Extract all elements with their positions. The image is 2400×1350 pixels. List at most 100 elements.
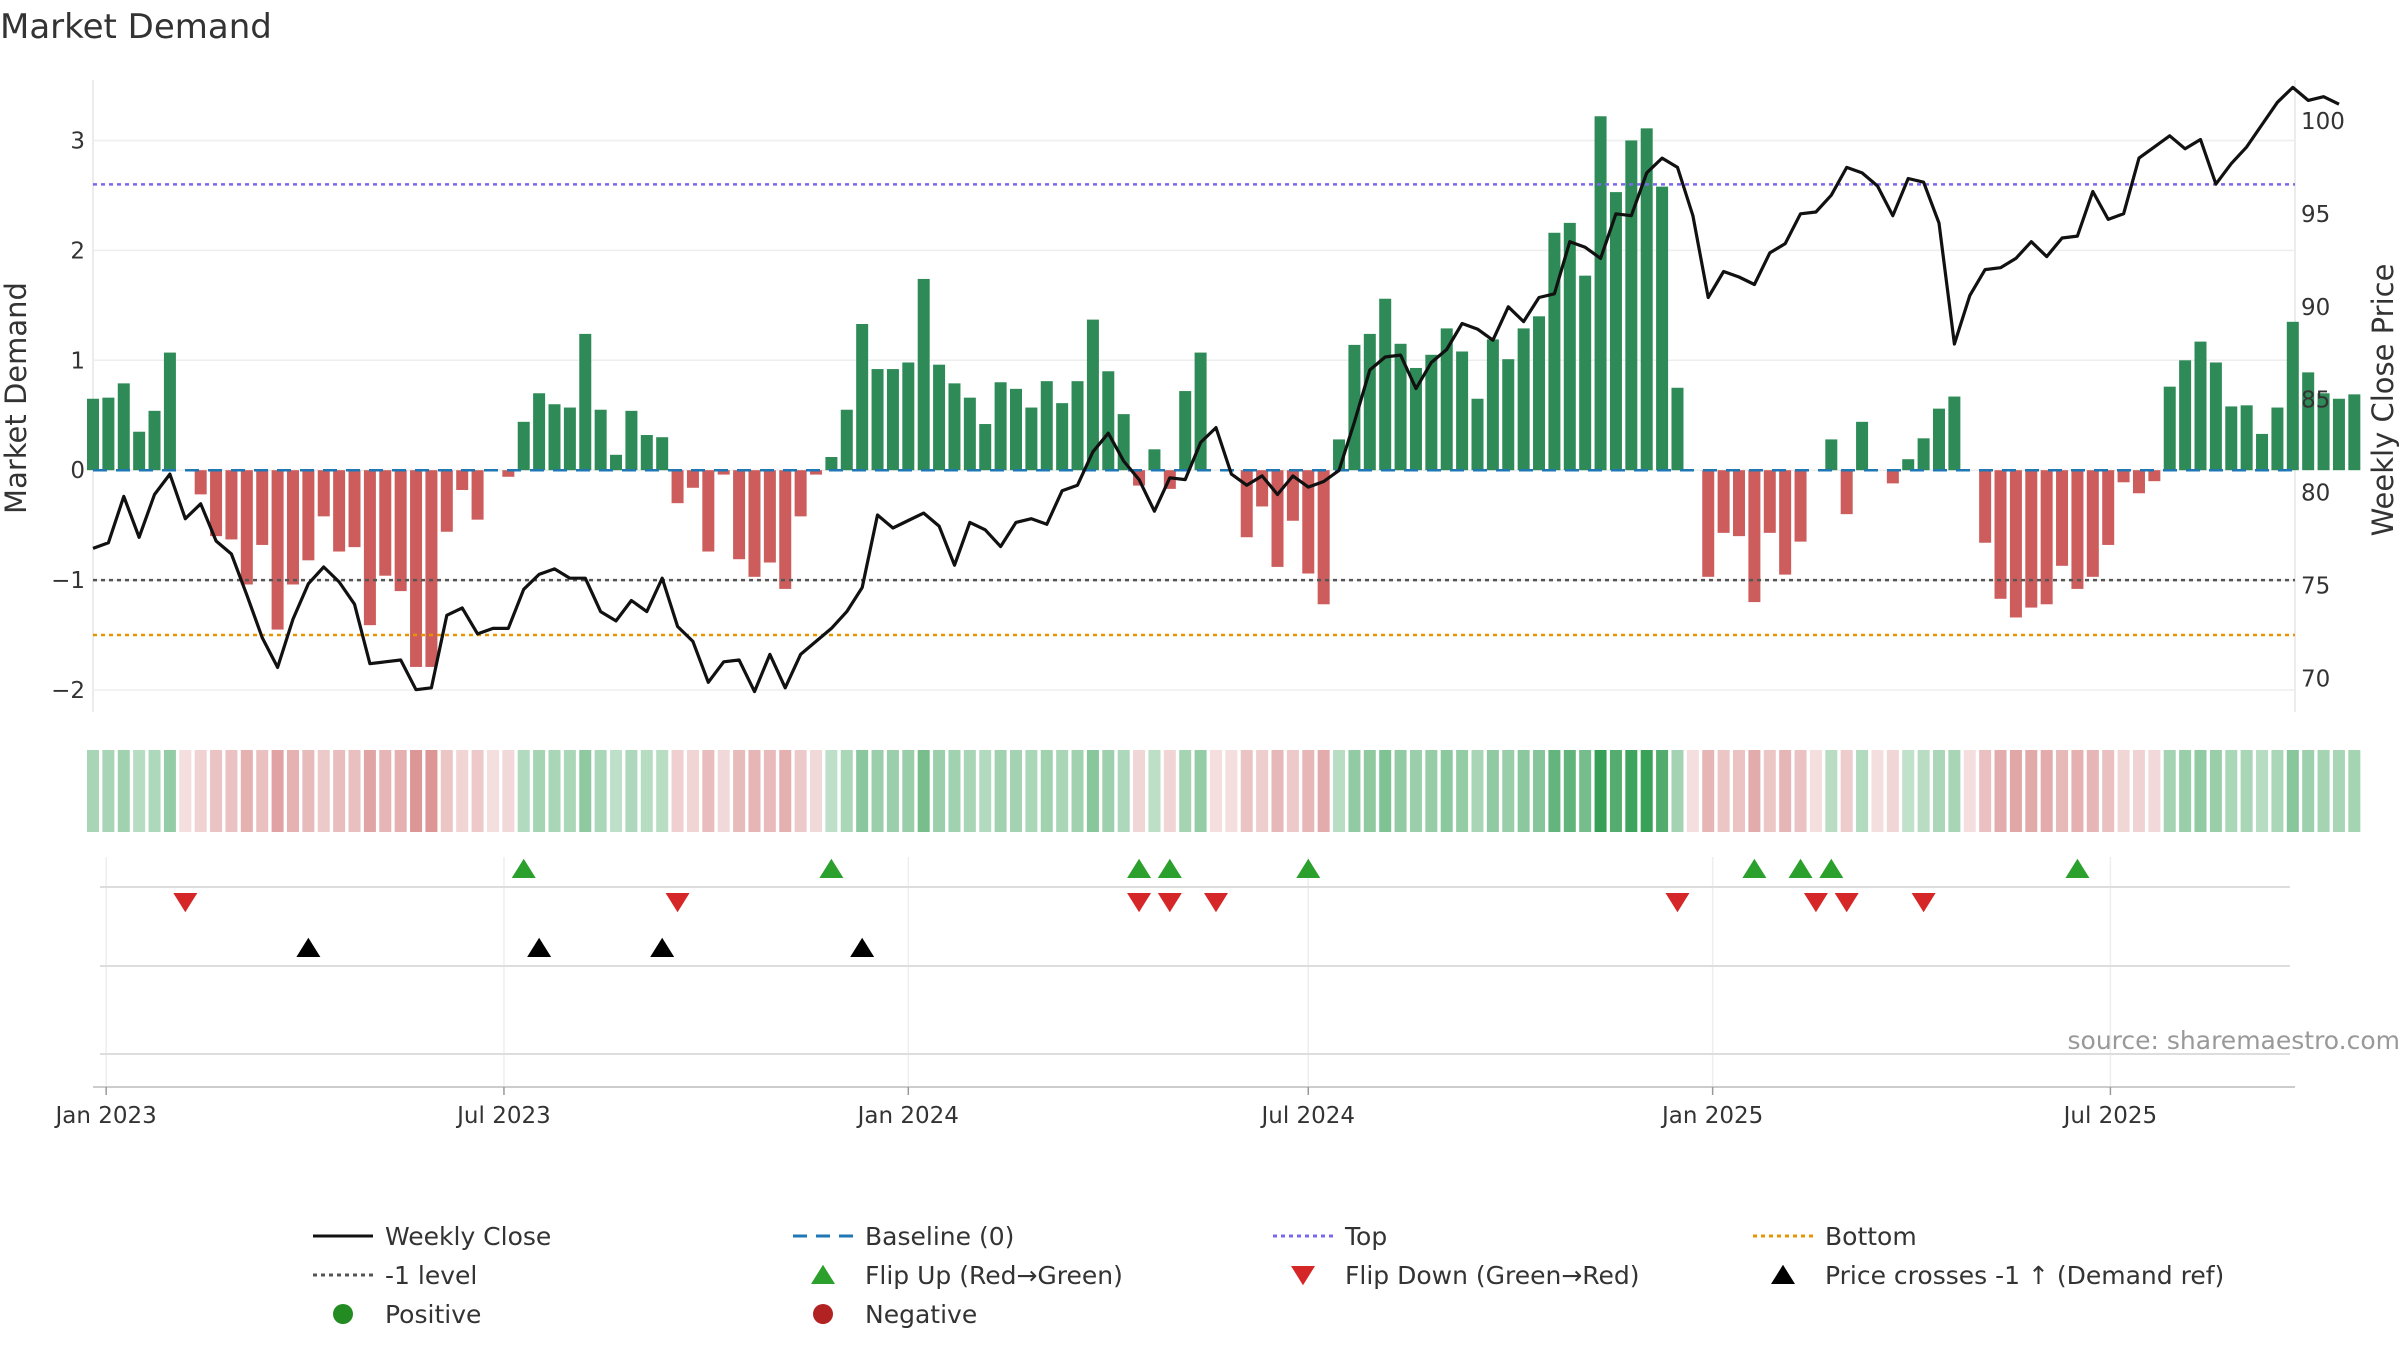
negative-bar [1748, 470, 1761, 603]
x-tick-label: Jul 2024 [1259, 1103, 1355, 1129]
heat-cell [1148, 750, 1161, 832]
heat-cell [656, 750, 669, 832]
negative-bar [410, 470, 423, 667]
heat-cell [933, 750, 946, 832]
negative-bar [333, 470, 346, 552]
negative-bar [2102, 470, 2115, 545]
heat-cell [1225, 750, 1238, 832]
legend-item: Bottom [1753, 1222, 1917, 1251]
demand-bars [87, 116, 2361, 667]
legend-label: Price crosses -1 ↑ (Demand ref) [1825, 1261, 2224, 1290]
positive-bar [1040, 381, 1053, 471]
positive-bar [1333, 439, 1346, 471]
heat-cell [1209, 750, 1222, 832]
heat-cell [486, 750, 499, 832]
positive-bar [1086, 319, 1099, 471]
heat-cell [994, 750, 1007, 832]
heat-cell [1025, 750, 1038, 832]
heat-cell [410, 750, 423, 832]
positive-bar [1902, 459, 1915, 471]
heat-cell [333, 750, 346, 832]
negative-bar [225, 470, 238, 540]
legend-item: -1 level [313, 1261, 477, 1290]
positive-bar [856, 324, 869, 471]
heat-cell [1179, 750, 1192, 832]
positive-bar [1194, 352, 1207, 471]
positive-bar [1502, 359, 1515, 471]
positive-bar [117, 383, 130, 471]
heat-cell [1979, 750, 1992, 832]
positive-bar [1102, 371, 1115, 471]
heat-cell [1302, 750, 1315, 832]
positive-bar [1609, 192, 1622, 471]
heat-cell [1040, 750, 1053, 832]
positive-bar [840, 409, 853, 471]
right-tick-label: 85 [2301, 388, 2330, 414]
heat-cell [163, 750, 176, 832]
positive-bar [1179, 391, 1192, 471]
positive-bar [1533, 316, 1546, 471]
heat-cell [1117, 750, 1130, 832]
legend-item: Weekly Close [313, 1222, 551, 1251]
positive-bar [2194, 341, 2207, 471]
negative-bar [733, 470, 746, 560]
negative-bar [2148, 470, 2161, 482]
heat-cell [1963, 750, 1976, 832]
heat-cell [1809, 750, 1822, 832]
heat-cell [179, 750, 192, 832]
heat-cell [1440, 750, 1453, 832]
heat-cell [148, 750, 161, 832]
positive-bar [933, 364, 946, 471]
positive-bar [1379, 298, 1392, 471]
legend: Weekly Close Baseline (0) Top Bottom -1 leve… [313, 1222, 2224, 1329]
chart-title: Market Demand [0, 7, 272, 47]
positive-bar [1409, 367, 1422, 471]
negative-bar [1717, 470, 1730, 533]
heat-cell [87, 750, 99, 832]
heat-cell [1871, 750, 1884, 832]
flip-up-marker [1788, 858, 1813, 878]
x-tick-label: Jul 2023 [455, 1103, 551, 1129]
heat-cell [979, 750, 992, 832]
heat-cell [533, 750, 546, 832]
heat-cell [1748, 750, 1761, 832]
legend-item: Price crosses -1 ↑ (Demand ref) [1771, 1261, 2224, 1290]
flip-up-marker [1742, 858, 1767, 878]
negative-bar [1886, 470, 1899, 484]
positive-bar [133, 431, 146, 471]
negative-bar [702, 470, 715, 552]
heat-cell [102, 750, 115, 832]
heat-cell [1625, 750, 1638, 832]
heat-cell [2240, 750, 2253, 832]
heat-cell [1502, 750, 1515, 832]
heat-cell [1056, 750, 1069, 832]
heat-cell [686, 750, 699, 832]
heat-cell [1640, 750, 1653, 832]
legend-swatch [1291, 1266, 1315, 1286]
negative-bar [1794, 470, 1807, 542]
positive-bar [1071, 381, 1084, 471]
positive-bar [1363, 333, 1376, 471]
price-cross-markers [296, 937, 875, 957]
positive-bar [2271, 407, 2284, 471]
negative-bar [471, 470, 484, 520]
heat-cell [456, 750, 469, 832]
negative-bar [210, 470, 223, 537]
x-tick-label: Jan 2025 [1660, 1103, 1763, 1129]
heat-cell [1886, 750, 1899, 832]
heat-cell [2117, 750, 2130, 832]
heat-cell [2056, 750, 2069, 832]
positive-bar [871, 369, 884, 471]
heat-cell [1902, 750, 1915, 832]
legend-swatch [1771, 1264, 1795, 1284]
heat-cell [2086, 750, 2099, 832]
positive-bar [517, 421, 530, 471]
right-axis-label: Weekly Close Price [2366, 264, 2400, 537]
heat-cell [1840, 750, 1853, 832]
heat-cell [1256, 750, 1269, 832]
negative-bar [810, 470, 823, 475]
heat-cell [2209, 750, 2222, 832]
legend-swatch [811, 1264, 835, 1284]
negative-bar [2040, 470, 2053, 605]
heat-cell [2179, 750, 2192, 832]
